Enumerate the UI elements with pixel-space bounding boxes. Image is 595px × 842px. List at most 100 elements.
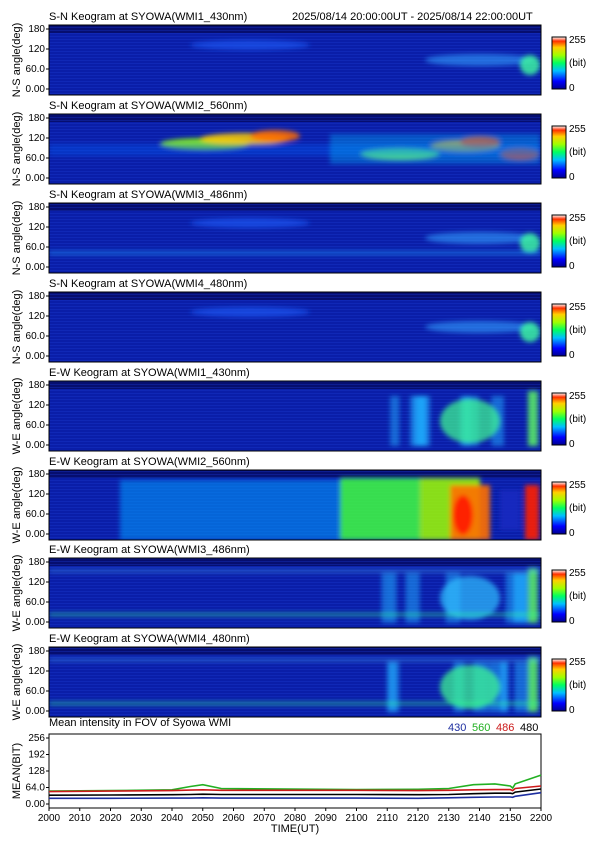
y-axis-title: N-S angle(deg) <box>11 290 23 365</box>
x-axis-title: TIME(UT) <box>271 823 319 835</box>
y-axis-title: N-S angle(deg) <box>11 201 23 276</box>
keogram-image <box>49 558 541 628</box>
y-tick-label: 0.00 <box>26 529 46 540</box>
x-tick-label: 2110 <box>376 813 398 824</box>
y-tick-label: 180 <box>28 646 45 657</box>
y-tick-label: 0.00 <box>26 617 46 628</box>
colorbar-unit: (bit) <box>569 147 586 158</box>
legend-entry-480: 480 <box>520 722 538 734</box>
x-tick-label: 2080 <box>284 813 307 824</box>
y-tick-label: 180 <box>28 202 45 213</box>
x-tick-label: 2060 <box>222 813 245 824</box>
panel-title: S-N Keogram at SYOWA(WMI3_486nm) <box>49 189 247 201</box>
y-tick-label: 180 <box>28 380 45 391</box>
colorbar-min: 0 <box>569 439 575 450</box>
keogram-image <box>49 25 541 95</box>
keogram-panel-3: S-N Keogram at SYOWA(WMI3_486nm) 180 120 60… <box>11 189 586 275</box>
y-axis-title: W-E angle(deg) <box>11 555 23 632</box>
x-tick-label: 2100 <box>345 813 368 824</box>
keogram-panel-4: S-N Keogram at SYOWA(WMI4_480nm) 180 120 60… <box>11 278 586 364</box>
keogram-image <box>49 381 541 451</box>
legend-entry-430: 430 <box>448 722 466 734</box>
colorbar: 255 (bit) 0 <box>551 657 586 716</box>
colorbar-max: 255 <box>569 302 586 313</box>
colorbar: 255 (bit) 0 <box>551 213 586 272</box>
colorbar-max: 255 <box>569 657 586 668</box>
colorbar-min: 0 <box>569 350 575 361</box>
colorbar-min: 0 <box>569 172 575 183</box>
y-tick-label: 120 <box>28 577 45 588</box>
time-range-header: 2025/08/14 20:00:00UT - 2025/08/14 22:00… <box>292 11 533 23</box>
y-tick-label: 64.0 <box>26 783 46 794</box>
legend-entry-486: 486 <box>496 722 514 734</box>
series-line-480 <box>48 788 542 797</box>
colorbar-unit: (bit) <box>569 236 586 247</box>
y-tick-label: 60.0 <box>26 64 46 75</box>
y-tick-label: 60.0 <box>26 686 46 697</box>
colorbar: 255 (bit) 0 <box>551 302 586 361</box>
x-tick-label: 2150 <box>499 813 522 824</box>
colorbar: 255 (bit) 0 <box>551 124 586 183</box>
y-tick-label: 0.00 <box>26 706 46 717</box>
y-tick-label: 128 <box>28 766 45 777</box>
y-tick-label: 0.00 <box>26 351 46 362</box>
keogram-panel-5: E-W Keogram at SYOWA(WMI1_430nm) 180 120 60… <box>11 367 586 454</box>
colorbar-unit: (bit) <box>569 58 586 69</box>
colorbar: 255 (bit) 0 <box>551 568 586 627</box>
panel-title: S-N Keogram at SYOWA(WMI1_430nm) <box>49 11 247 23</box>
x-tick-label: 2200 <box>530 813 553 824</box>
x-tick-label: 2010 <box>69 813 92 824</box>
y-tick-label: 0.00 <box>26 173 46 184</box>
y-tick-label: 180 <box>28 557 45 568</box>
x-tick-label: 2020 <box>99 813 122 824</box>
y-axis-title: N-S angle(deg) <box>11 112 23 187</box>
y-tick-label: 120 <box>28 489 45 500</box>
x-tick-label: 2050 <box>192 813 215 824</box>
panel-title: E-W Keogram at SYOWA(WMI2_560nm) <box>49 456 250 468</box>
y-tick-label: 60.0 <box>26 597 46 608</box>
y-tick-label: 180 <box>28 469 45 480</box>
colorbar-unit: (bit) <box>569 503 586 514</box>
colorbar-max: 255 <box>569 568 586 579</box>
keogram-panel-6: E-W Keogram at SYOWA(WMI2_560nm) 180 120 60… <box>11 456 586 543</box>
x-tick-label: 2070 <box>253 813 276 824</box>
y-tick-label: 60.0 <box>26 420 46 431</box>
colorbar-min: 0 <box>569 83 575 94</box>
colorbar-unit: (bit) <box>569 591 586 602</box>
x-tick-label: 2090 <box>315 813 338 824</box>
colorbar: 255 (bit) 0 <box>551 480 586 539</box>
y-tick-label: 60.0 <box>26 331 46 342</box>
panel-title: E-W Keogram at SYOWA(WMI4_480nm) <box>49 633 250 645</box>
x-tick-label: 2000 <box>38 813 61 824</box>
panel-title: E-W Keogram at SYOWA(WMI1_430nm) <box>49 367 250 379</box>
y-tick-label: 0.00 <box>26 799 46 810</box>
y-axis-title: MEAN(BIT) <box>11 743 23 799</box>
keogram-image <box>49 114 541 184</box>
y-tick-label: 120 <box>28 311 45 322</box>
colorbar-max: 255 <box>569 213 586 224</box>
keogram-image <box>49 203 541 273</box>
colorbar-max: 255 <box>569 124 586 135</box>
y-tick-label: 0.00 <box>26 440 46 451</box>
series-line-560 <box>48 774 542 792</box>
y-tick-label: 180 <box>28 24 45 35</box>
colorbar-min: 0 <box>569 528 575 539</box>
keogram-image <box>49 292 541 362</box>
y-axis-title: W-E angle(deg) <box>11 378 23 455</box>
keogram-image <box>49 647 541 717</box>
keogram-panel-8: E-W Keogram at SYOWA(WMI4_480nm) 180 120 60… <box>11 633 586 720</box>
y-tick-label: 120 <box>28 222 45 233</box>
y-axis-title: W-E angle(deg) <box>11 467 23 544</box>
legend-entry-560: 560 <box>472 722 490 734</box>
y-tick-label: 192 <box>28 750 45 761</box>
y-tick-label: 0.00 <box>26 84 46 95</box>
colorbar-max: 255 <box>569 35 586 46</box>
mean-intensity-chart: Mean intensity in FOV of Syowa WMI 430 560… <box>11 717 553 835</box>
series-line-486 <box>48 785 542 793</box>
keogram-panel-2: S-N Keogram at SYOWA(WMI2_560nm) 180 120 60… <box>11 100 586 186</box>
panel-title: E-W Keogram at SYOWA(WMI3_486nm) <box>49 544 250 556</box>
y-tick-label: 256 <box>28 733 45 744</box>
colorbar-min: 0 <box>569 261 575 272</box>
y-axis-title: W-E angle(deg) <box>11 644 23 721</box>
x-tick-label: 2120 <box>407 813 430 824</box>
